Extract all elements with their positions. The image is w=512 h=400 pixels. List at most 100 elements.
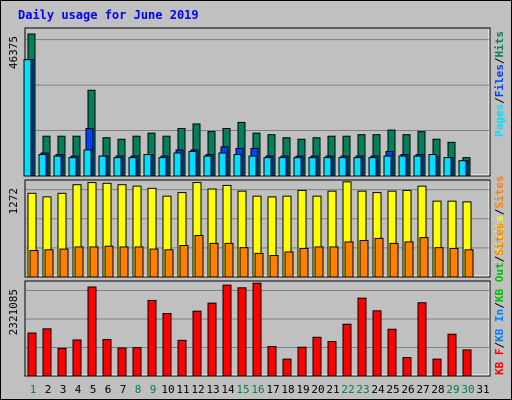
pages-bar xyxy=(38,154,47,177)
sites-bar xyxy=(194,235,204,278)
legend-kb-part: KB In xyxy=(493,309,506,342)
legend-kb-part: KB Out xyxy=(493,262,506,302)
kbf-bar xyxy=(417,302,427,377)
sites-bar xyxy=(314,246,324,278)
pages-bar xyxy=(413,155,422,177)
sites-bar xyxy=(29,250,39,278)
sites-bar xyxy=(464,249,474,278)
pages-bar xyxy=(203,155,212,177)
sites-bar xyxy=(239,247,249,278)
pages-bar xyxy=(353,157,362,177)
kbf-bar xyxy=(177,339,187,377)
sites-bar xyxy=(119,246,129,278)
kbf-bar xyxy=(237,287,247,377)
pages-bar xyxy=(278,157,287,177)
sites-bar xyxy=(179,245,189,278)
x-label-day-10: 10 xyxy=(161,383,174,396)
x-label-day-4: 4 xyxy=(75,383,82,396)
pages-bar xyxy=(338,157,347,177)
kbf-bar xyxy=(282,358,292,377)
kbf-bar xyxy=(87,286,97,377)
kbf-bar xyxy=(372,310,382,377)
pages-bar xyxy=(188,151,197,177)
x-label-day-15: 15 xyxy=(236,383,249,396)
pages-bar xyxy=(218,152,227,177)
legend-visits-sites-part: Sites xyxy=(493,176,506,209)
pages-bar xyxy=(458,160,467,177)
x-label-day-24: 24 xyxy=(371,383,385,396)
kbf-bar xyxy=(132,347,142,377)
x-label-day-9: 9 xyxy=(150,383,157,396)
legend-kb-part: / xyxy=(493,255,506,262)
sites-bar xyxy=(104,245,114,278)
sites-bar xyxy=(209,242,219,278)
legend-visits-sites-part: / xyxy=(493,208,506,215)
sites-bar xyxy=(329,246,339,278)
legend-hits-files-pages-part: Pages xyxy=(493,104,506,137)
x-label-day-11: 11 xyxy=(176,383,189,396)
kbf-bar xyxy=(117,347,127,377)
kbf-bar xyxy=(297,346,307,377)
kbf-bar xyxy=(432,358,442,377)
legend-visits-sites: Visits/Sites xyxy=(493,176,506,256)
x-label-day-3: 3 xyxy=(60,383,67,396)
sites-bar xyxy=(269,255,279,278)
kbf-bar xyxy=(312,336,322,377)
x-label-day-22: 22 xyxy=(341,383,354,396)
x-label-day-12: 12 xyxy=(191,383,204,396)
legend-kb-part: KB F xyxy=(493,349,506,376)
kbf-bar xyxy=(462,349,472,377)
x-label-day-16: 16 xyxy=(251,383,264,396)
legend-kb: KB F/KB In/KB Out/Sites xyxy=(493,223,506,375)
chart-title: Daily usage for June 2019 xyxy=(18,8,199,22)
sites-bar xyxy=(419,237,429,278)
x-label-day-29: 29 xyxy=(446,383,459,396)
x-label-day-7: 7 xyxy=(120,383,127,396)
x-label-day-19: 19 xyxy=(296,383,309,396)
sites-bar xyxy=(254,252,264,278)
sites-bar xyxy=(389,242,399,278)
kbf-bar xyxy=(402,357,412,377)
x-label-day-14: 14 xyxy=(221,383,235,396)
x-label-day-5: 5 xyxy=(90,383,97,396)
legend-hits-files-pages-part: / xyxy=(493,57,506,64)
kbf-bar xyxy=(357,297,367,377)
legend-hits-files-pages-part: Hits xyxy=(493,31,506,58)
sites-bar xyxy=(434,247,444,278)
pages-bar xyxy=(113,157,122,177)
pages-bar xyxy=(173,152,182,177)
pages-bar xyxy=(308,157,317,177)
x-label-day-21: 21 xyxy=(326,383,339,396)
kbf-bar xyxy=(27,332,37,377)
pages-bar xyxy=(443,157,452,177)
legend-hits-files-pages: Pages/Files/Hits xyxy=(493,31,506,137)
pages-bar xyxy=(398,155,407,177)
kbf-bar xyxy=(162,312,172,377)
x-label-day-31: 31 xyxy=(476,383,489,396)
sites-bar xyxy=(134,246,144,278)
x-label-day-13: 13 xyxy=(206,383,219,396)
pages-bar xyxy=(248,155,257,177)
sites-bar xyxy=(374,237,384,278)
x-label-day-1: 1 xyxy=(30,383,37,396)
legend-hits-files-pages-part: / xyxy=(493,97,506,104)
kbf-bar xyxy=(147,299,157,377)
sites-bar xyxy=(449,247,459,278)
kbf-bar xyxy=(42,328,52,377)
legend-kb-part: / xyxy=(493,342,506,349)
kbf-bar xyxy=(222,284,232,377)
sites-bar xyxy=(74,246,84,278)
pages-bar xyxy=(53,155,62,177)
kbf-bar xyxy=(57,347,67,377)
x-label-day-23: 23 xyxy=(356,383,369,396)
hits-ymax-label: 46375 xyxy=(7,36,20,69)
pages-bar xyxy=(323,157,332,177)
pages-bar xyxy=(263,157,272,177)
kbf-bar xyxy=(72,339,82,377)
pages-bar xyxy=(383,155,392,177)
x-label-day-30: 30 xyxy=(461,383,474,396)
pages-bar xyxy=(98,155,107,177)
pages-bar xyxy=(368,157,377,177)
pages-bar xyxy=(158,157,167,177)
